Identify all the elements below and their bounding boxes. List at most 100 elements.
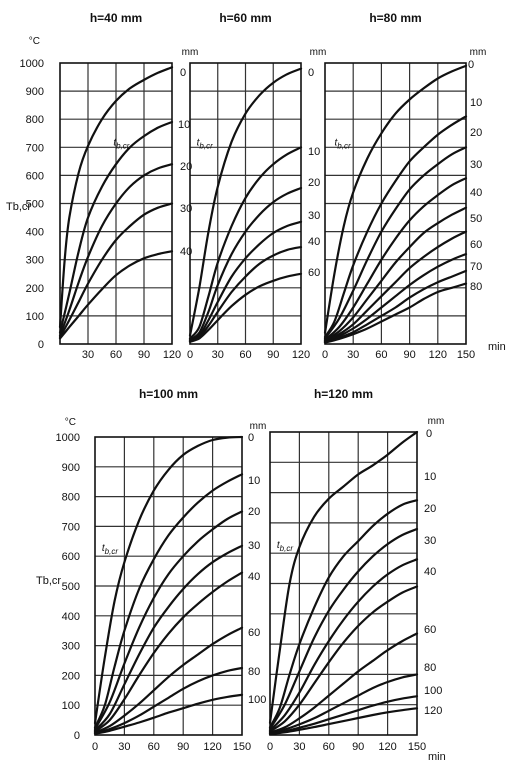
y-tick-label: 1000	[20, 58, 44, 70]
series-line-40	[93, 571, 244, 733]
series-line-60	[323, 253, 468, 343]
inner-label: tb,cr	[113, 137, 129, 150]
series-label: 30	[180, 203, 192, 215]
curve-unit-label: mm	[470, 47, 487, 58]
y-tick-label: 900	[26, 86, 44, 98]
grid	[325, 63, 466, 344]
series-label: 20	[248, 506, 260, 518]
y-tick-label: 600	[62, 551, 80, 563]
series-line-10	[268, 499, 419, 729]
series-line-20	[323, 146, 468, 340]
y-tick-label: 400	[26, 227, 44, 239]
x-tick-label: 30	[347, 349, 359, 361]
x-tick-label: 60	[239, 349, 251, 361]
series-label: 0	[248, 432, 254, 444]
series-line-80	[323, 282, 468, 344]
x-tick-label: 30	[118, 741, 130, 753]
series-line-30	[93, 544, 244, 732]
series-label: 0	[308, 67, 314, 79]
x-tick-label: 120	[203, 741, 221, 753]
series-label: 30	[470, 159, 482, 171]
x-tick-label: 30	[212, 349, 224, 361]
series-label: 0	[468, 59, 474, 71]
series-line-20	[268, 527, 419, 730]
series-label: 50	[470, 213, 482, 225]
series-label: 60	[424, 624, 436, 636]
x-tick-label: 30	[82, 349, 94, 361]
x-tick-label: 60	[110, 349, 122, 361]
x-tick-label: 0	[267, 741, 273, 753]
y-tick-label: 700	[62, 521, 80, 533]
series-label: 30	[308, 210, 320, 222]
series-label: 10	[424, 471, 436, 483]
y-tick-label: 500	[26, 199, 44, 211]
x-tick-label: 90	[267, 349, 279, 361]
chart-h80: h=80 mm 0 30 60 90 120 150 min mm tb,cr 0 10 20 30 40 5…	[322, 11, 506, 361]
curve-unit-label: mm	[428, 416, 445, 427]
series-label: 60	[308, 267, 320, 279]
series-label: 40	[248, 571, 260, 583]
x-tick-label: 0	[92, 741, 98, 753]
panel-title: h=60 mm	[219, 11, 271, 25]
inner-label: tb,cr	[277, 540, 293, 553]
panel-title: h=120 mm	[314, 387, 373, 401]
chart-h100: h=100 mm01002003004005006007008009001000…	[36, 387, 266, 753]
series-label: 20	[424, 503, 436, 515]
plot-frame	[189, 62, 302, 345]
series-line-0	[188, 67, 303, 337]
x-tick-label: 90	[138, 349, 150, 361]
series-line-20	[58, 163, 174, 337]
x-tick-label: 90	[352, 741, 364, 753]
series-line-50	[323, 230, 468, 343]
x-axis-label: min	[488, 341, 506, 353]
inner-label: tb,cr	[335, 137, 351, 150]
series-line-30	[268, 558, 419, 732]
plot-frame	[94, 436, 243, 736]
y-tick-label: 500	[62, 581, 80, 593]
series-line-120	[268, 707, 419, 736]
series-line-60	[188, 272, 303, 343]
x-axis-label: min	[428, 751, 446, 763]
x-tick-label: 90	[177, 741, 189, 753]
y-axis-label: Tb,cr	[36, 575, 61, 587]
x-tick-label: 60	[375, 349, 387, 361]
series-label: 80	[470, 281, 482, 293]
plot-frame	[269, 431, 418, 736]
series-label: 20	[470, 127, 482, 139]
series-line-30	[323, 177, 468, 341]
curve-unit-label: mm	[182, 47, 199, 58]
series-line-0	[58, 66, 174, 329]
series-line-80	[93, 666, 244, 735]
series-line-0	[323, 64, 468, 334]
x-tick-label: 30	[293, 741, 305, 753]
series-label: 30	[248, 540, 260, 552]
series-line-10	[58, 120, 174, 334]
grid	[60, 63, 172, 344]
panel-title: h=100 mm	[139, 387, 198, 401]
series-line-20	[188, 186, 303, 341]
series-label: 0	[180, 67, 186, 79]
x-tick-label: 0	[187, 349, 193, 361]
x-tick-label: 90	[403, 349, 415, 361]
y-tick-label: 200	[26, 283, 44, 295]
panel-title: h=80 mm	[369, 11, 421, 25]
x-tick-label: 150	[408, 741, 426, 753]
curve-unit-label: mm	[250, 421, 267, 432]
series-label: 30	[424, 535, 436, 547]
y-tick-label: 0	[74, 730, 80, 742]
y-tick-label: 200	[62, 670, 80, 682]
y-tick-label: 700	[26, 142, 44, 154]
y-tick-label: 300	[26, 255, 44, 267]
series-line-0	[93, 435, 244, 725]
y-unit-label: °C	[65, 417, 76, 428]
x-tick-label: 120	[292, 349, 310, 361]
series-label: 10	[248, 475, 260, 487]
series-line-80	[268, 673, 419, 735]
series-line-60	[268, 632, 419, 734]
series-label: 80	[248, 666, 260, 678]
y-tick-label: 900	[62, 462, 80, 474]
series-line-40	[58, 250, 174, 340]
inner-label: tb,cr	[197, 137, 213, 150]
